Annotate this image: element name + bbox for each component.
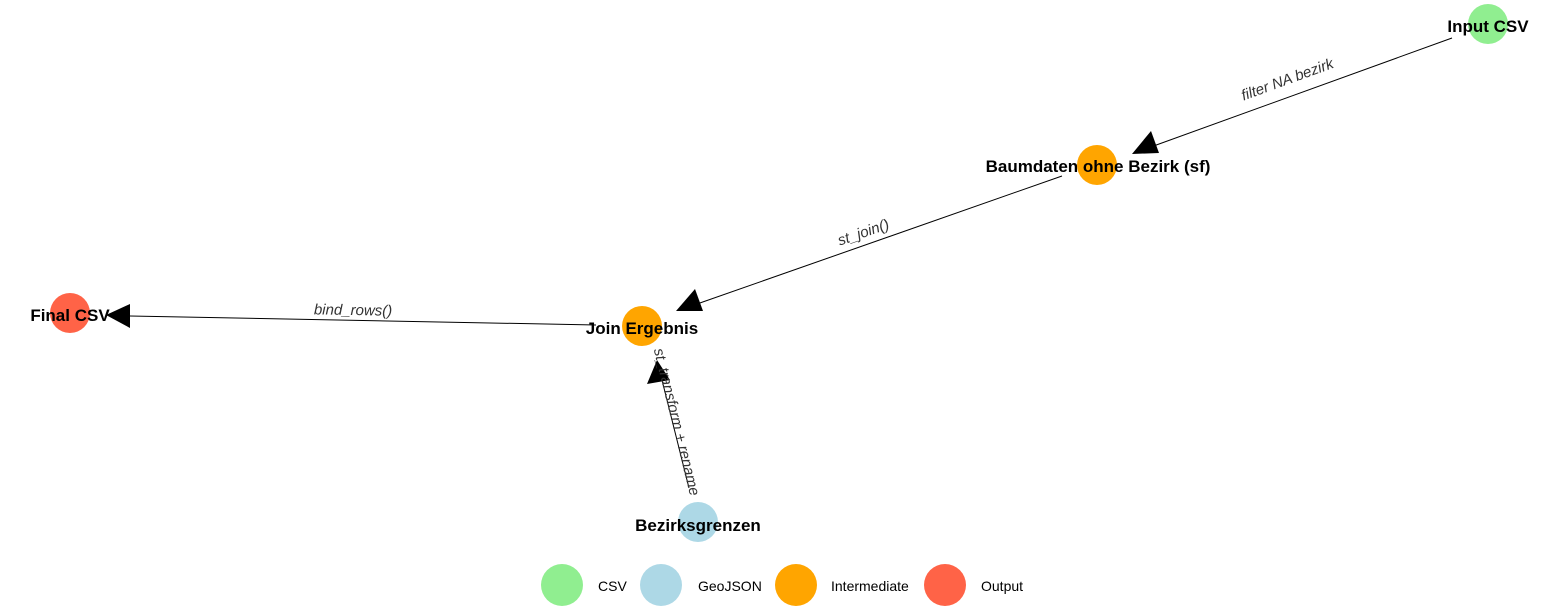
legend: CSV GeoJSON Intermediate Output (541, 564, 1023, 606)
legend-label-geojson: GeoJSON (698, 578, 762, 594)
node-join-ergebnis-label: Join Ergebnis (586, 319, 698, 338)
legend-swatch-output (924, 564, 966, 606)
edge-st-join-arrow (676, 289, 703, 311)
legend-item-csv: CSV (541, 564, 627, 606)
edge-st-join-line (696, 175, 1063, 305)
node-baumdaten[interactable]: Baumdaten ohne Bezirk (sf) (986, 145, 1211, 185)
edge-bind-rows-label: bind_rows() (314, 301, 393, 319)
edge-bind-rows-arrow (106, 304, 130, 328)
edge-filter: filter NA bezirk (1132, 37, 1453, 154)
node-join-ergebnis[interactable]: Join Ergebnis (586, 306, 698, 346)
legend-swatch-csv (541, 564, 583, 606)
legend-item-geojson: GeoJSON (640, 564, 762, 606)
edge-st-transform-line (661, 379, 690, 489)
legend-item-output: Output (924, 564, 1023, 606)
node-final-csv-label: Final CSV (30, 306, 110, 325)
node-bezirksgrenzen[interactable]: Bezirksgrenzen (635, 502, 761, 542)
edge-filter-line (1147, 37, 1453, 149)
edge-bind-rows: bind_rows() (106, 301, 597, 328)
node-final-csv-circle (50, 293, 90, 333)
edge-bind-rows-line (129, 315, 597, 326)
node-baumdaten-circle (1077, 145, 1117, 185)
edge-st-join: st_join() (676, 175, 1063, 311)
edge-st-transform-label: st_transform + rename (650, 346, 703, 497)
edge-st-transform: st_transform + rename (647, 346, 703, 497)
legend-swatch-geojson (640, 564, 682, 606)
edge-filter-arrow (1132, 131, 1159, 154)
node-input-csv[interactable]: Input CSV (1447, 4, 1529, 44)
node-join-ergebnis-circle (622, 306, 662, 346)
legend-item-intermediate: Intermediate (775, 564, 909, 606)
legend-swatch-intermediate (775, 564, 817, 606)
edge-st-transform-arrow (647, 360, 670, 384)
node-bezirksgrenzen-circle (678, 502, 718, 542)
node-bezirksgrenzen-label: Bezirksgrenzen (635, 516, 761, 535)
legend-label-intermediate: Intermediate (831, 578, 909, 594)
node-input-csv-circle (1468, 4, 1508, 44)
node-input-csv-label: Input CSV (1447, 17, 1529, 36)
legend-label-csv: CSV (598, 578, 627, 594)
node-final-csv[interactable]: Final CSV (30, 293, 110, 333)
legend-label-output: Output (981, 578, 1023, 594)
edge-st-join-label: st_join() (836, 216, 892, 249)
node-baumdaten-label: Baumdaten ohne Bezirk (sf) (986, 157, 1211, 176)
